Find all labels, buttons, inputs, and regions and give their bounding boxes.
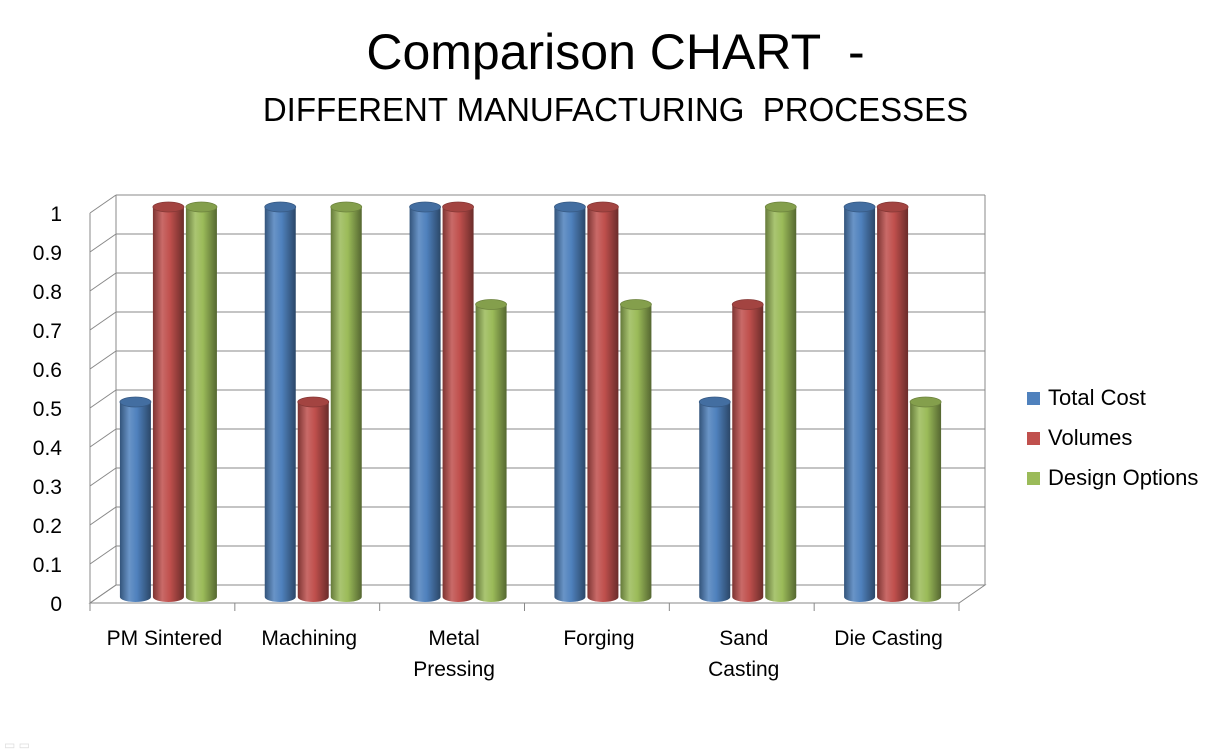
legend-label-volumes: Volumes	[1048, 425, 1133, 450]
bar-top	[475, 299, 507, 310]
bar-volumes	[877, 207, 909, 602]
bar-design-options	[765, 207, 797, 602]
legend-label-total-cost: Total Cost	[1048, 385, 1146, 410]
bar-top	[698, 396, 731, 408]
bar-top	[119, 396, 152, 408]
gridline-side	[89, 272, 117, 292]
bar-total-cost	[554, 207, 586, 602]
legend-swatch-total-cost	[1027, 391, 1040, 405]
gridline-side	[89, 584, 117, 604]
bar-design-options	[330, 207, 362, 602]
x-tick-label: Forging	[563, 627, 634, 650]
gridline-side	[89, 467, 117, 487]
bar-top	[297, 396, 330, 408]
y-tick-label: 0.6	[33, 359, 62, 382]
bar-top	[620, 299, 652, 310]
gridline-side	[89, 428, 117, 448]
gridline-side	[89, 194, 117, 214]
bar-top	[152, 201, 185, 213]
gridline-side	[89, 311, 117, 331]
y-tick-label: 0.5	[33, 398, 62, 421]
legend-item-design-options: Design Options	[1027, 458, 1198, 498]
chart-subtitle: DIFFERENT MANUFACTURING PROCESSES	[262, 91, 969, 128]
x-tick-label: Pressing	[413, 658, 495, 681]
bar-volumes	[297, 402, 329, 602]
legend-label-design-options: Design Options	[1048, 465, 1199, 490]
gridline-side	[89, 233, 117, 253]
bar-design-options	[620, 304, 652, 602]
bar-top	[409, 201, 441, 213]
bar-volumes	[442, 207, 474, 602]
bar-top	[587, 201, 619, 213]
y-tick-label: 0.2	[33, 515, 62, 538]
chart-title: Comparison CHART -	[366, 24, 865, 80]
bar-top	[909, 396, 942, 408]
y-tick-label: 0	[50, 593, 62, 616]
bar-total-cost	[699, 402, 731, 602]
bar-volumes	[152, 207, 184, 602]
bar-top	[264, 201, 297, 213]
x-tick-label: Sand	[719, 627, 768, 650]
bar-top	[764, 201, 797, 213]
bar-total-cost	[409, 207, 441, 602]
legend-swatch-design-options	[1027, 471, 1040, 485]
bar-top	[731, 299, 764, 310]
bar-design-options	[910, 402, 942, 602]
y-tick-label: 0.7	[33, 320, 62, 343]
legend-item-total-cost: Total Cost	[1027, 378, 1198, 418]
slide-nav-icon: ▭ ▭	[4, 738, 31, 752]
gridline-side	[89, 350, 117, 370]
bar-volumes	[587, 207, 619, 602]
gridline-side	[89, 506, 117, 526]
legend: Total Cost Volumes Design Options	[1027, 378, 1198, 498]
x-tick-label: Metal	[428, 627, 479, 650]
bar-design-options	[185, 207, 217, 602]
y-tick-label: 0.9	[33, 242, 62, 265]
bar-total-cost	[844, 207, 876, 602]
y-tick-label: 1	[50, 203, 62, 226]
bar-top	[330, 201, 363, 213]
gridline-side	[89, 545, 117, 565]
x-tick-label: PM Sintered	[107, 627, 223, 650]
gridline-side	[89, 389, 117, 409]
x-tick-label: Die Casting	[834, 627, 943, 650]
legend-item-volumes: Volumes	[1027, 418, 1198, 458]
bar-total-cost	[264, 207, 296, 602]
bar-top	[554, 201, 586, 213]
bar-top	[185, 201, 218, 213]
y-tick-label: 0.3	[33, 476, 62, 499]
x-tick-label: Machining	[261, 627, 357, 650]
bar-total-cost	[119, 402, 151, 602]
bar-volumes	[732, 304, 764, 602]
legend-swatch-volumes	[1027, 431, 1040, 445]
y-tick-label: 0.1	[33, 554, 62, 577]
bar-design-options	[475, 304, 507, 602]
bar-top	[843, 201, 876, 213]
bar-top	[876, 201, 909, 213]
y-tick-label: 0.8	[33, 281, 62, 304]
x-tick-label: Casting	[708, 658, 779, 681]
y-tick-label: 0.4	[33, 437, 63, 460]
bar-top	[442, 201, 474, 213]
